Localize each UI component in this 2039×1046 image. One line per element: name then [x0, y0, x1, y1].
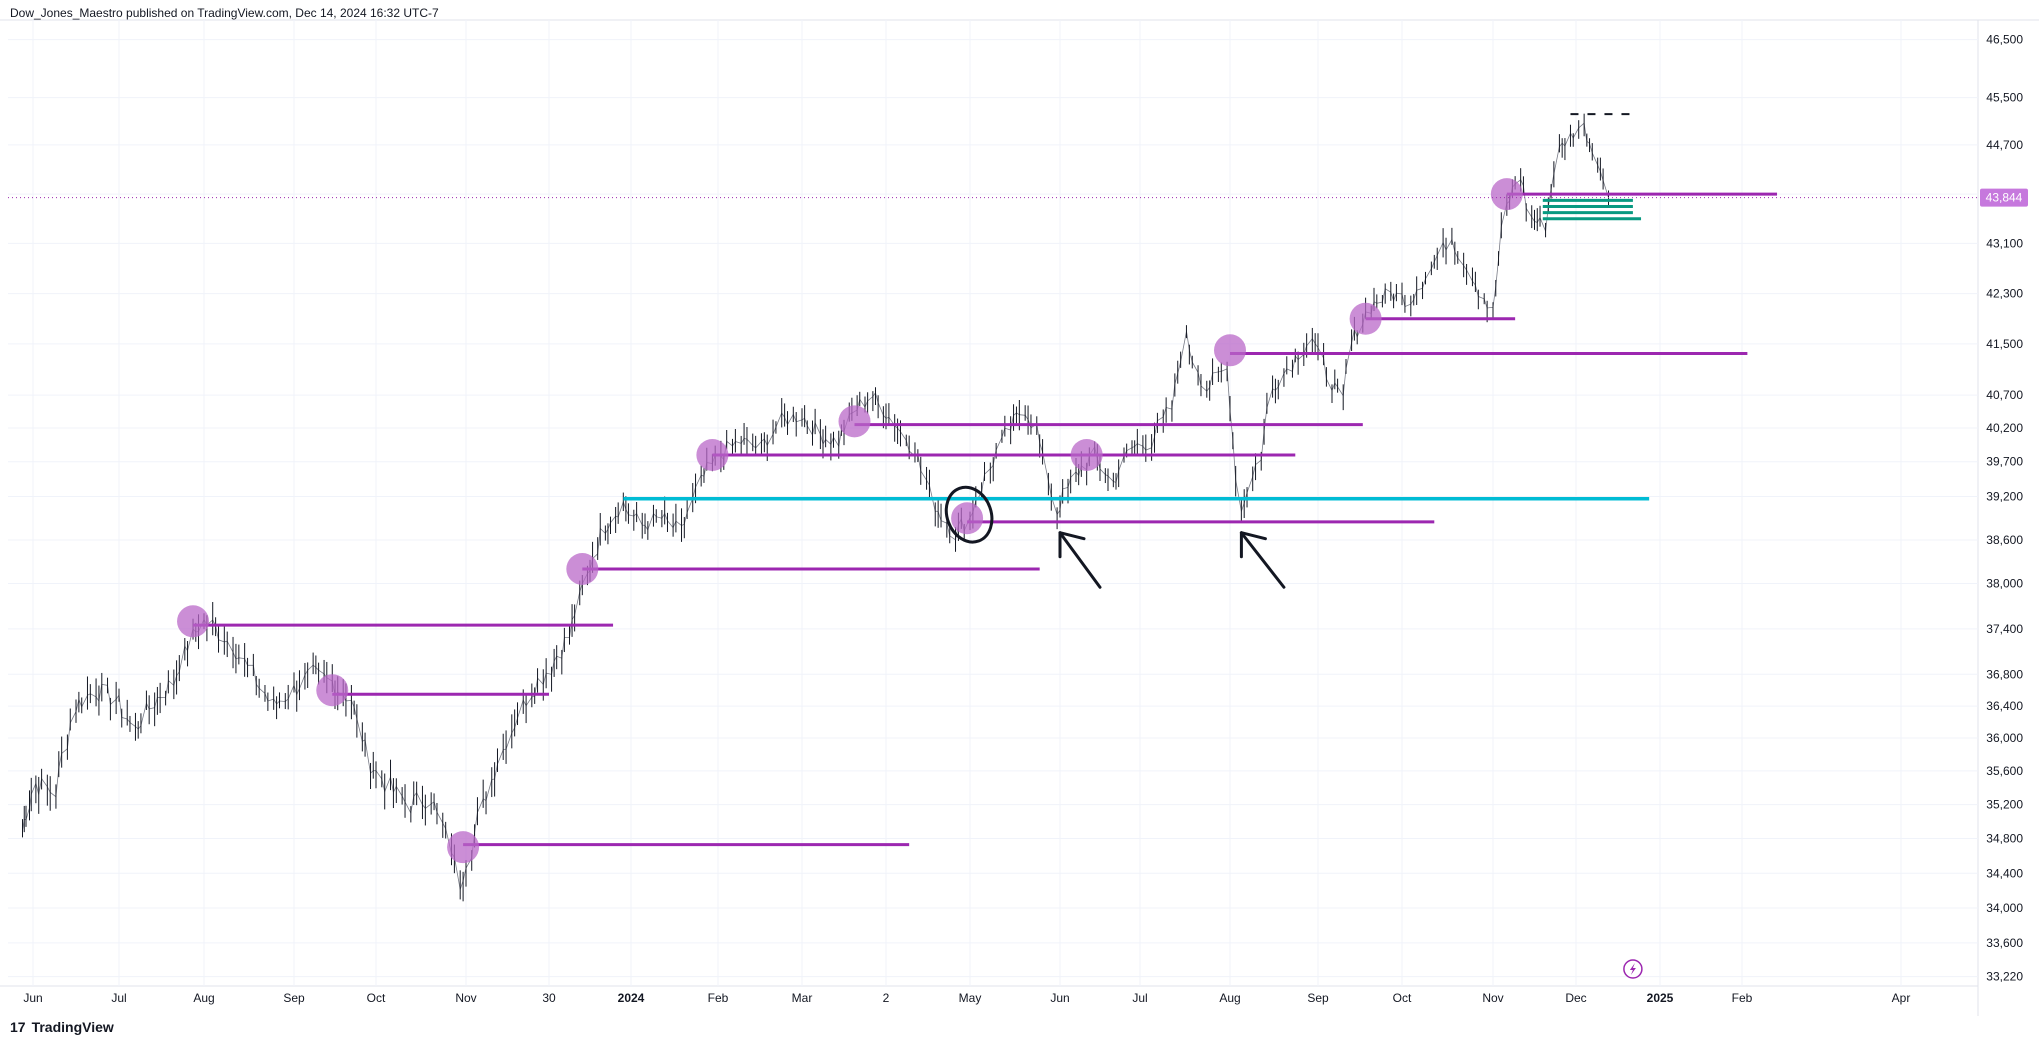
last-price-marker: 43,844	[8, 188, 2028, 207]
y-tick-label: 39,700	[1986, 455, 2023, 469]
pivot-circle	[1214, 334, 1246, 367]
price-line	[22, 122, 1609, 890]
x-tick-label: Aug	[1219, 991, 1240, 1005]
x-tick-label: Jun	[23, 991, 42, 1005]
annotations	[944, 485, 1643, 979]
x-tick-label: 2025	[1647, 991, 1674, 1005]
y-tick-label: 36,800	[1986, 667, 2023, 681]
x-tick-label: Oct	[1393, 991, 1412, 1005]
x-tick-label: Nov	[455, 991, 476, 1005]
grid	[0, 19, 2039, 1016]
brand-name: TradingView	[31, 1019, 114, 1035]
tradingview-logo-icon: 17	[10, 1019, 26, 1035]
pivot-circle	[696, 438, 729, 471]
x-tick-label: Feb	[1732, 991, 1753, 1005]
x-tick-label: Mar	[792, 991, 813, 1005]
pivot-circle	[838, 405, 871, 438]
x-axis: Jun Jul Aug Sep Oct Nov 30 2024 Feb Mar 2 May Jun Jul…	[23, 991, 1910, 1005]
last-price-label: 43,844	[1986, 191, 2023, 205]
circled-low-annotation	[944, 485, 994, 544]
x-tick-label: 30	[542, 991, 556, 1005]
y-tick-label: 44,700	[1986, 138, 2023, 152]
level-lines	[193, 113, 1778, 847]
y-tick-label: 35,600	[1986, 764, 2023, 778]
pivot-circle	[1349, 302, 1382, 335]
y-tick-label: 40,200	[1986, 421, 2023, 435]
y-tick-label: 36,400	[1986, 699, 2023, 713]
y-tick-label: 35,200	[1986, 798, 2023, 812]
footer-brand[interactable]: 17 TradingView	[10, 1019, 114, 1035]
pivot-circle	[447, 831, 480, 864]
y-tick-label: 34,800	[1986, 831, 2023, 845]
y-tick-label: 38,000	[1986, 576, 2023, 590]
y-tick-label: 43,100	[1986, 236, 2023, 250]
x-tick-label: 2	[883, 991, 890, 1005]
y-tick-label: 33,220	[1986, 970, 2023, 984]
x-tick-label: Sep	[1307, 991, 1329, 1005]
arrow-shaft	[1058, 531, 1102, 589]
attribution-header: Dow_Jones_Maestro published on TradingVi…	[10, 6, 439, 20]
pivot-circle	[1490, 178, 1523, 211]
y-tick-label: 46,500	[1986, 33, 2023, 47]
x-tick-label: 2024	[618, 991, 645, 1005]
x-tick-label: Aug	[193, 991, 214, 1005]
y-tick-label: 41,500	[1986, 337, 2023, 351]
arrow-head	[1239, 531, 1267, 559]
y-tick-label: 45,500	[1986, 91, 2023, 105]
y-tick-label: 34,000	[1986, 901, 2023, 915]
x-tick-label: May	[959, 991, 982, 1005]
x-tick-label: Dec	[1565, 991, 1586, 1005]
y-tick-label: 33,600	[1986, 936, 2023, 950]
pivot-circle	[316, 674, 349, 707]
x-tick-label: Feb	[708, 991, 729, 1005]
pivot-circles	[177, 178, 1523, 864]
last-price-badge	[1980, 188, 2028, 207]
pivot-circle	[951, 502, 984, 535]
x-tick-label: Jul	[111, 991, 126, 1005]
x-tick-label: Apr	[1892, 991, 1911, 1005]
y-tick-label: 40,700	[1986, 388, 2023, 402]
y-tick-label: 37,400	[1986, 622, 2023, 636]
y-tick-label: 39,200	[1986, 490, 2023, 504]
y-axis: 46,50045,50044,70043,90043,10042,30041,5…	[1986, 33, 2023, 984]
pivot-circle	[1070, 438, 1103, 471]
pivot-circle	[177, 605, 210, 638]
arrow-shaft	[1239, 531, 1286, 589]
arrow-head	[1058, 531, 1086, 559]
x-tick-label: Oct	[367, 991, 386, 1005]
pivot-circle	[566, 552, 599, 585]
y-tick-label: 38,600	[1986, 533, 2023, 547]
y-tick-label: 34,400	[1986, 866, 2023, 880]
x-tick-label: Sep	[283, 991, 305, 1005]
y-tick-label: 36,000	[1986, 731, 2023, 745]
x-tick-label: Jun	[1050, 991, 1069, 1005]
x-tick-label: Jul	[1132, 991, 1147, 1005]
y-tick-label: 42,300	[1986, 287, 2023, 301]
price-series	[22, 113, 1610, 902]
x-tick-label: Nov	[1482, 991, 1503, 1005]
lightning-glyph	[1629, 963, 1636, 975]
